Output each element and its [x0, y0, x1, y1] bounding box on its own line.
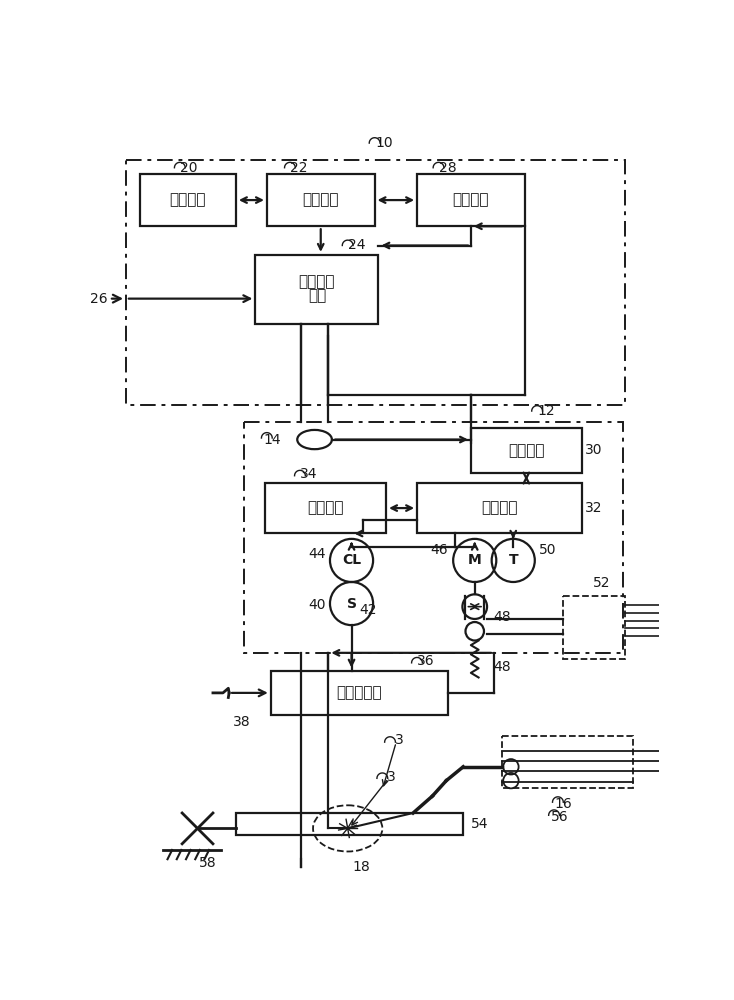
Text: 58: 58: [199, 856, 217, 870]
Text: 3: 3: [395, 733, 404, 747]
Bar: [417, 483, 582, 533]
Text: 控制电路: 控制电路: [302, 193, 339, 208]
Bar: [271, 671, 448, 715]
Text: 52: 52: [593, 576, 611, 590]
Text: 34: 34: [300, 467, 318, 481]
Text: 50: 50: [539, 543, 556, 557]
Text: 24: 24: [348, 238, 366, 252]
Text: 12: 12: [537, 404, 555, 418]
Text: 46: 46: [430, 543, 448, 557]
Text: 32: 32: [585, 501, 603, 515]
Text: T: T: [509, 553, 518, 567]
Text: 42: 42: [359, 603, 377, 617]
Text: S: S: [346, 597, 357, 611]
Text: 18: 18: [352, 860, 371, 874]
Bar: [236, 813, 463, 835]
Text: 操作界面: 操作界面: [170, 193, 206, 208]
Bar: [501, 736, 633, 788]
Bar: [255, 255, 379, 324]
Text: 电路: 电路: [308, 288, 326, 303]
Text: CL: CL: [342, 553, 361, 567]
Text: 接口电路: 接口电路: [508, 443, 545, 458]
Text: 30: 30: [585, 443, 603, 457]
Bar: [267, 174, 374, 226]
Text: 20: 20: [181, 161, 198, 175]
Text: 48: 48: [493, 610, 511, 624]
Text: 22: 22: [291, 161, 308, 175]
Bar: [244, 422, 623, 653]
Text: 40: 40: [308, 598, 325, 612]
Text: 接口电路: 接口电路: [453, 193, 489, 208]
Bar: [139, 174, 236, 226]
Text: 控制电路: 控制电路: [481, 501, 517, 516]
Bar: [563, 596, 625, 659]
Bar: [126, 160, 625, 405]
Text: 36: 36: [418, 654, 435, 668]
Text: 28: 28: [439, 161, 457, 175]
Text: 操作界面: 操作界面: [307, 501, 344, 516]
Text: 56: 56: [550, 810, 568, 824]
Bar: [264, 483, 386, 533]
Text: 16: 16: [554, 797, 573, 811]
Text: 3: 3: [388, 770, 396, 784]
Text: 功率转换: 功率转换: [299, 274, 335, 289]
Text: 44: 44: [308, 547, 325, 561]
Text: 48: 48: [493, 660, 511, 674]
Text: 38: 38: [233, 715, 250, 729]
Bar: [417, 174, 525, 226]
Text: M: M: [468, 553, 482, 567]
Text: 26: 26: [90, 292, 107, 306]
Text: 10: 10: [375, 136, 393, 150]
Text: 14: 14: [264, 433, 281, 447]
Text: 气体控制阀: 气体控制阀: [336, 685, 382, 700]
Text: 54: 54: [471, 817, 488, 831]
Bar: [471, 428, 582, 473]
